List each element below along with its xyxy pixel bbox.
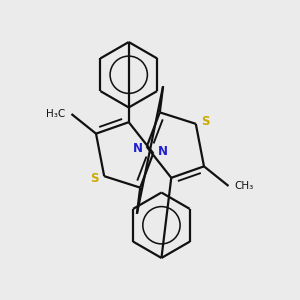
Text: N: N xyxy=(158,145,167,158)
Text: S: S xyxy=(90,172,99,185)
Text: CH₃: CH₃ xyxy=(234,181,254,191)
Text: H₃C: H₃C xyxy=(46,109,66,119)
Text: N: N xyxy=(133,142,142,155)
Text: S: S xyxy=(201,115,210,128)
